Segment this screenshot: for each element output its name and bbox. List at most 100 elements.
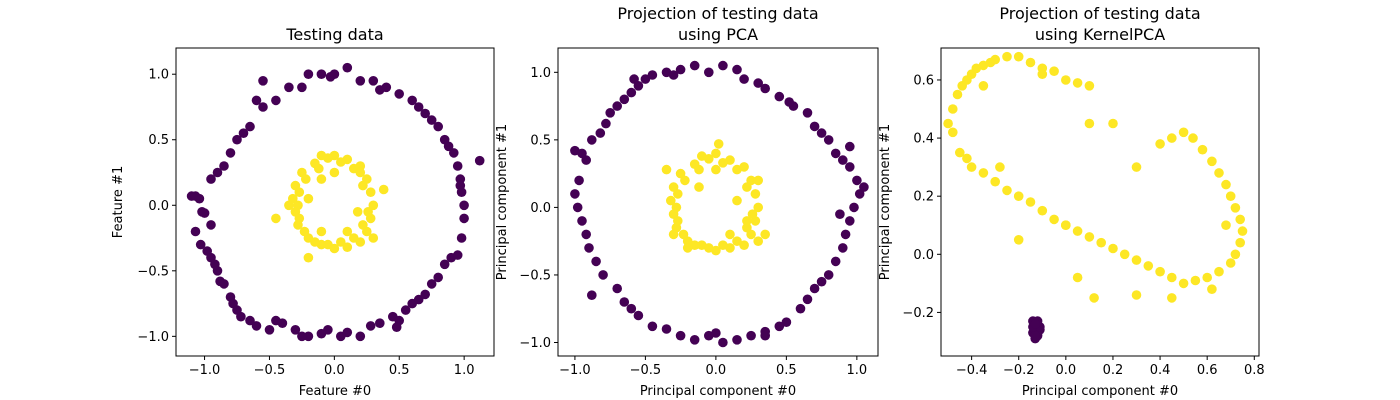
axes-frame <box>940 47 1260 357</box>
data-point-inner <box>314 163 324 174</box>
data-point-outer <box>456 233 467 243</box>
data-point-outer <box>426 115 437 125</box>
data-point-outer <box>212 167 223 178</box>
chart-title-line2: using KernelPCA <box>1035 25 1165 44</box>
data-point-inner <box>303 193 314 204</box>
data-point-inner <box>1167 272 1177 283</box>
data-point-inner <box>294 213 305 224</box>
data-point-inner <box>753 236 763 246</box>
data-point-outer <box>206 220 216 230</box>
x-axis-label: Feature #0 <box>299 384 371 399</box>
data-point-outer <box>258 76 268 86</box>
data-point-outer <box>587 135 597 145</box>
data-point-inner <box>704 154 714 164</box>
data-point-outer <box>647 70 658 80</box>
data-point-inner <box>1235 214 1245 225</box>
data-point-inner <box>299 226 310 237</box>
x-tick-label: 0.6 <box>1197 363 1218 378</box>
data-point-outer <box>781 317 792 328</box>
data-point-outer <box>675 64 686 75</box>
data-point-outer <box>236 311 246 322</box>
data-point-inner <box>1072 78 1083 88</box>
data-point-outer <box>845 141 855 152</box>
data-point-outer <box>835 209 845 219</box>
x-axis-label: Principal component #0 <box>640 384 796 399</box>
data-point-inner <box>342 242 353 252</box>
data-point-inner <box>1225 191 1236 201</box>
data-point-inner <box>1207 156 1217 167</box>
data-point-outer <box>581 229 591 240</box>
chart-title-line2: using PCA <box>678 25 758 44</box>
x-tick-label: −1.0 <box>559 363 591 378</box>
data-point-inner <box>1214 266 1224 277</box>
x-tick-label: 1.0 <box>454 363 475 378</box>
data-point-outer <box>284 82 294 93</box>
data-point-inner <box>323 239 333 250</box>
data-point-inner <box>336 237 346 247</box>
data-point-inner <box>742 216 752 226</box>
data-point-inner <box>711 148 721 159</box>
data-point-inner <box>1131 162 1142 172</box>
data-point-outer <box>245 315 255 326</box>
data-point-outer <box>612 283 622 294</box>
data-point-inner <box>1178 127 1189 138</box>
data-point-outer <box>225 148 236 158</box>
data-point-inner <box>1084 81 1095 91</box>
data-point-outer <box>368 76 379 86</box>
data-point-outer <box>439 134 450 145</box>
data-point-inner <box>739 240 749 250</box>
axes-frame <box>557 47 879 357</box>
data-point-outer <box>459 213 469 224</box>
x-tick-label: 0.0 <box>324 363 345 378</box>
data-point-outer <box>394 89 405 99</box>
data-point-inner <box>368 233 379 243</box>
data-point-inner <box>1061 220 1071 230</box>
data-point-inner <box>1225 258 1236 268</box>
data-point-outer <box>194 193 205 204</box>
y-tick-label: 0.6 <box>913 73 934 88</box>
scatter-panel-testing-data: Testing data Feature #0 Feature #1 −1.0 −… <box>111 25 495 399</box>
data-point-inner <box>1037 69 1048 79</box>
data-point-outer <box>816 128 827 138</box>
data-point-inner <box>303 252 314 263</box>
data-point-inner <box>943 118 953 129</box>
y-tick-label: 1.0 <box>530 66 551 81</box>
data-point-inner <box>293 200 303 211</box>
y-tick-label: 0.4 <box>913 132 934 147</box>
y-tick-label: −0.2 <box>902 306 934 321</box>
data-point-outer <box>823 270 834 280</box>
y-tick-label: 1.0 <box>148 68 169 83</box>
data-point-outer <box>439 259 450 270</box>
data-point-outer <box>303 69 314 79</box>
data-point-inner <box>966 162 977 172</box>
data-point-outer <box>577 216 587 226</box>
data-point-inner <box>704 243 714 253</box>
data-point-outer <box>601 118 611 129</box>
data-point-outer <box>474 155 485 166</box>
data-point-outer <box>626 303 637 314</box>
data-point-inner <box>1230 203 1241 213</box>
data-point-inner <box>1096 237 1106 248</box>
data-point-outer <box>365 321 376 331</box>
data-point-outer <box>391 322 402 333</box>
data-point-outer <box>830 148 841 159</box>
data-point-outer <box>823 135 834 145</box>
data-point-outer <box>595 128 606 138</box>
data-point-inner <box>378 184 389 195</box>
axes-frame <box>175 47 495 357</box>
data-point-inner <box>1061 75 1071 85</box>
y-tick-label: 0.0 <box>530 201 551 216</box>
data-point-inner <box>671 202 682 213</box>
data-point-inner <box>760 229 770 240</box>
data-point-inner <box>352 207 363 217</box>
data-point-outer <box>277 318 288 329</box>
x-tick-label: −1.0 <box>189 363 221 378</box>
y-axis-label: Principal component #1 <box>495 124 510 280</box>
data-point-inner <box>948 104 958 114</box>
data-point-outer <box>626 87 637 98</box>
y-tick-label: 0.2 <box>913 190 934 205</box>
data-point-inner <box>1084 232 1095 242</box>
data-point-inner <box>673 216 683 226</box>
plot-area <box>570 60 869 348</box>
data-point-inner <box>753 202 763 213</box>
